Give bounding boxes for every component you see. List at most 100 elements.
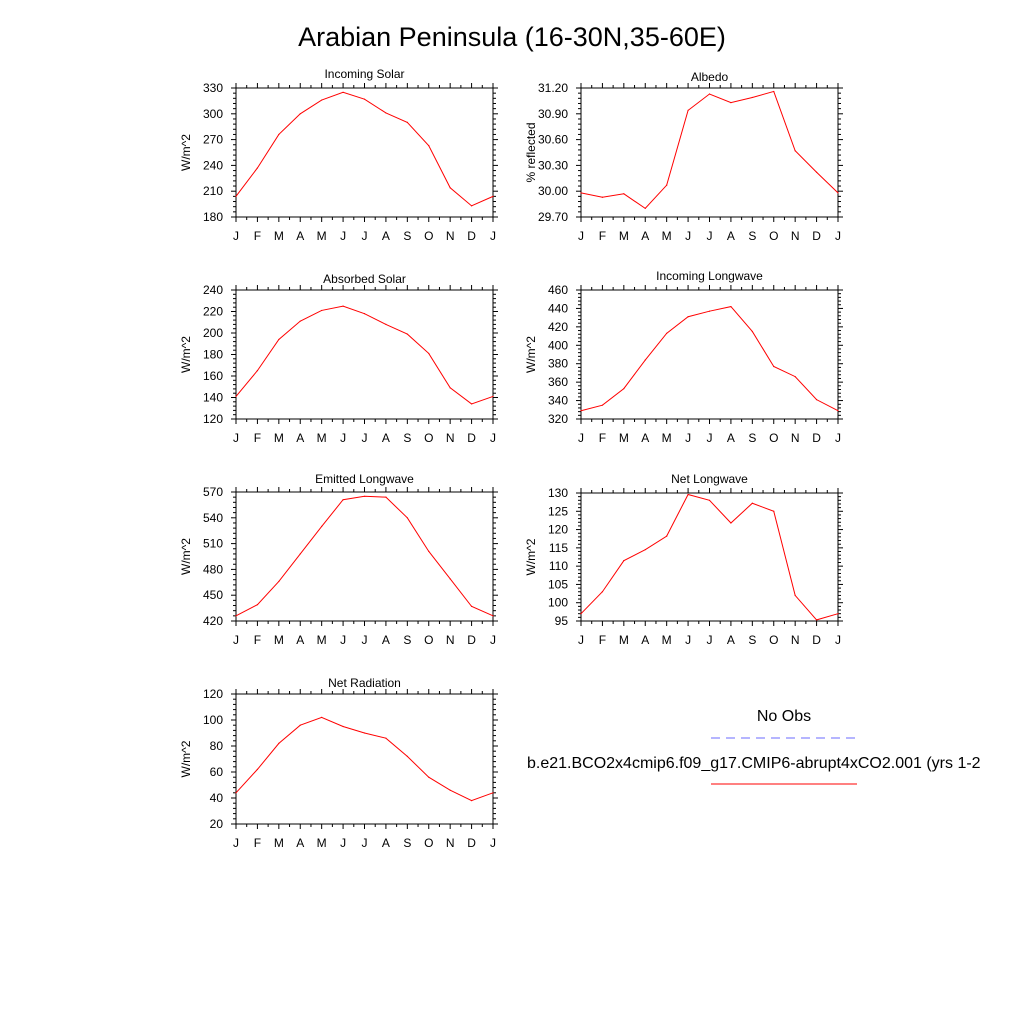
data-point [278, 742, 280, 745]
x-tick-label: J [707, 229, 713, 243]
x-tick-label: J [707, 633, 713, 647]
x-tick-label: M [274, 431, 284, 445]
y-tick-label: 100 [203, 713, 223, 727]
x-tick-label: M [274, 229, 284, 243]
data-point [428, 352, 430, 355]
x-tick-label: M [317, 229, 327, 243]
y-axis-label: W/m^2 [179, 538, 193, 575]
x-tick-label: F [599, 633, 606, 647]
series-line [235, 305, 494, 405]
x-tick-label: J [490, 229, 496, 243]
data-point [449, 578, 451, 580]
data-point [708, 93, 711, 95]
data-point [278, 338, 280, 341]
data-point [751, 330, 753, 333]
y-tick-label: 210 [203, 184, 223, 198]
series-line [235, 495, 494, 617]
y-tick-label: 120 [203, 412, 223, 426]
data-point [773, 365, 775, 368]
x-tick-label: A [296, 229, 304, 243]
x-tick-label: D [812, 633, 821, 647]
data-point [730, 522, 732, 524]
x-tick-label: J [685, 431, 691, 445]
x-tick-label: D [467, 431, 476, 445]
x-tick-label: J [490, 431, 496, 445]
y-tick-label: 30.90 [538, 107, 568, 121]
x-tick-label: J [835, 229, 841, 243]
y-tick-label: 340 [548, 394, 568, 408]
data-point [363, 495, 366, 497]
x-tick-label: S [748, 229, 756, 243]
data-point [449, 187, 451, 189]
x-tick-label: F [254, 431, 261, 445]
x-tick-label: M [662, 431, 672, 445]
y-tick-label: 30.60 [538, 133, 568, 147]
data-point [342, 725, 344, 728]
y-tick-label: 510 [203, 537, 223, 551]
data-point [299, 320, 301, 322]
y-tick-label: 105 [548, 577, 568, 591]
y-tick-label: 180 [203, 210, 223, 224]
series-line [235, 716, 494, 802]
data-point [730, 305, 732, 308]
data-point [449, 789, 451, 791]
data-point [644, 207, 646, 209]
data-point [773, 510, 775, 512]
x-tick-label: M [619, 633, 629, 647]
y-tick-label: 60 [210, 765, 224, 779]
x-tick-label: S [748, 633, 756, 647]
x-tick-label: M [619, 431, 629, 445]
y-tick-label: 30.00 [538, 184, 568, 198]
y-tick-label: 540 [203, 511, 223, 525]
data-point [235, 615, 237, 617]
x-tick-label: J [340, 836, 346, 850]
y-tick-label: 100 [548, 596, 568, 610]
x-tick-label: M [317, 431, 327, 445]
data-point [815, 399, 818, 401]
x-tick-label: J [233, 836, 239, 850]
data-point [815, 619, 818, 621]
y-tick-label: 31.20 [538, 81, 568, 95]
data-point [449, 387, 451, 389]
legend: No Obs b.e21.BCO2x4cmip6.f09_g17.CMIP6-a… [527, 708, 981, 785]
x-tick-label: M [619, 229, 629, 243]
data-point [321, 525, 323, 528]
data-point [385, 323, 387, 325]
data-point [601, 591, 604, 593]
y-tick-label: 320 [548, 412, 568, 426]
x-tick-label: J [578, 431, 584, 445]
x-tick-label: J [578, 633, 584, 647]
data-point [470, 403, 473, 405]
x-tick-label: D [467, 229, 476, 243]
data-point [235, 395, 237, 398]
data-point [794, 150, 796, 152]
x-tick-label: J [362, 229, 368, 243]
y-tick-label: 80 [210, 739, 224, 753]
data-point [580, 192, 582, 194]
plot-frame [235, 693, 494, 825]
data-point [235, 792, 237, 794]
data-point [256, 167, 259, 169]
data-point [342, 305, 344, 307]
plot-frame [580, 87, 839, 218]
y-axis-label: W/m^2 [524, 538, 538, 575]
data-point [837, 192, 839, 194]
data-point [363, 313, 366, 315]
y-tick-label: 570 [203, 485, 223, 499]
x-tick-label: J [340, 633, 346, 647]
data-point [492, 792, 494, 794]
data-point [385, 496, 387, 498]
y-tick-label: 115 [549, 541, 568, 555]
data-point [299, 113, 301, 115]
x-tick-label: D [812, 431, 821, 445]
plot-frame [235, 289, 494, 420]
x-tick-label: J [340, 229, 346, 243]
data-point [666, 332, 668, 334]
data-point [708, 499, 711, 501]
series-line [580, 90, 839, 210]
x-tick-label: J [490, 633, 496, 647]
